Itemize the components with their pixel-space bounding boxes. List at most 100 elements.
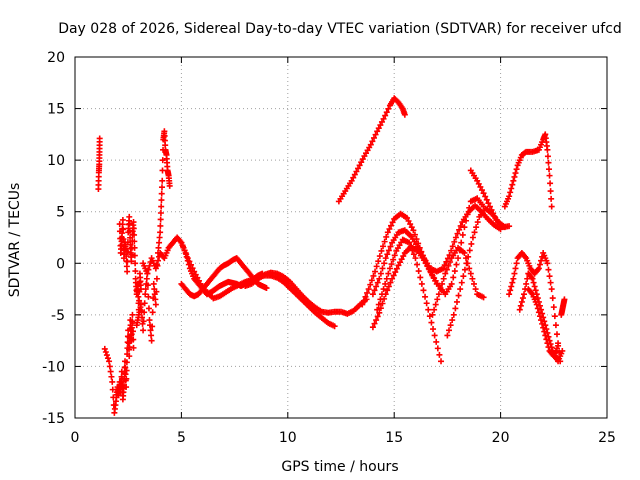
data-point xyxy=(124,268,131,275)
data-points xyxy=(95,95,568,416)
data-point xyxy=(440,265,447,272)
data-point xyxy=(123,367,130,374)
data-point xyxy=(428,271,435,278)
data-point xyxy=(379,300,386,307)
data-point xyxy=(96,135,103,142)
data-point xyxy=(513,260,520,267)
data-point xyxy=(550,304,557,311)
data-point xyxy=(471,280,477,287)
data-point xyxy=(463,260,470,267)
data-point xyxy=(377,270,384,277)
data-point xyxy=(461,266,468,273)
series-arc-q xyxy=(501,131,555,210)
data-point xyxy=(440,275,447,282)
data-point xyxy=(482,193,489,200)
y-tick-label: 20 xyxy=(47,50,65,66)
data-point xyxy=(384,229,391,236)
data-point xyxy=(390,272,397,279)
data-point xyxy=(388,261,395,268)
data-point xyxy=(444,332,451,339)
data-point xyxy=(469,275,476,282)
data-point xyxy=(123,384,130,391)
data-point xyxy=(387,243,394,250)
data-point xyxy=(551,313,558,320)
data-point xyxy=(383,109,390,116)
data-point xyxy=(447,258,454,265)
data-point xyxy=(382,112,389,119)
data-point xyxy=(472,286,479,293)
data-point xyxy=(367,281,374,288)
data-point xyxy=(506,291,513,298)
data-point xyxy=(543,336,550,343)
data-point xyxy=(392,269,399,276)
data-point xyxy=(129,311,136,318)
data-point xyxy=(454,230,461,237)
data-point xyxy=(534,305,541,312)
data-point xyxy=(452,234,459,241)
data-point xyxy=(445,262,452,269)
data-point xyxy=(143,275,150,282)
data-point xyxy=(385,105,392,112)
data-point xyxy=(518,298,525,305)
data-point xyxy=(350,174,357,181)
data-point xyxy=(149,309,156,316)
data-point xyxy=(548,195,555,202)
data-point xyxy=(449,243,456,250)
data-point xyxy=(517,302,524,309)
data-point xyxy=(179,243,186,250)
data-point xyxy=(183,251,190,258)
data-point xyxy=(136,297,143,304)
data-point xyxy=(372,131,379,138)
x-tick-label: 20 xyxy=(492,430,510,446)
data-point xyxy=(516,306,523,313)
data-point xyxy=(486,203,493,210)
data-point xyxy=(555,342,562,349)
data-point xyxy=(383,233,390,240)
data-point xyxy=(378,118,385,125)
data-point xyxy=(429,311,436,318)
data-point xyxy=(369,291,376,298)
data-point xyxy=(153,275,160,282)
data-point xyxy=(147,327,154,334)
series-arc-f xyxy=(178,255,270,300)
data-point xyxy=(382,291,389,298)
data-point xyxy=(387,279,394,286)
data-point xyxy=(478,187,485,194)
data-point xyxy=(389,275,396,282)
data-point xyxy=(375,125,382,132)
data-point xyxy=(547,180,554,187)
data-point xyxy=(415,268,422,275)
data-point xyxy=(381,295,388,302)
data-point xyxy=(451,238,458,245)
data-point xyxy=(158,203,165,210)
data-point xyxy=(375,301,382,308)
data-point xyxy=(544,146,551,153)
data-point xyxy=(379,265,386,272)
data-point xyxy=(382,280,389,287)
data-point xyxy=(159,177,166,184)
data-point xyxy=(466,247,473,254)
data-point xyxy=(384,251,391,258)
data-point xyxy=(126,213,133,220)
data-point xyxy=(131,238,138,245)
data-point xyxy=(465,253,472,260)
data-point xyxy=(383,275,390,282)
data-point xyxy=(467,270,474,277)
data-point xyxy=(401,111,408,118)
data-point xyxy=(152,301,159,308)
data-point xyxy=(523,280,530,287)
data-point xyxy=(447,322,454,329)
data-point xyxy=(166,182,173,189)
series-arc-h xyxy=(242,269,370,317)
data-point xyxy=(559,347,566,354)
data-point xyxy=(395,262,402,269)
data-point xyxy=(157,222,164,229)
data-point xyxy=(545,266,552,273)
data-point xyxy=(456,226,463,233)
data-point xyxy=(156,239,163,246)
data-point xyxy=(120,236,127,243)
data-point xyxy=(536,261,543,268)
data-point xyxy=(458,239,465,246)
data-point xyxy=(512,170,519,177)
